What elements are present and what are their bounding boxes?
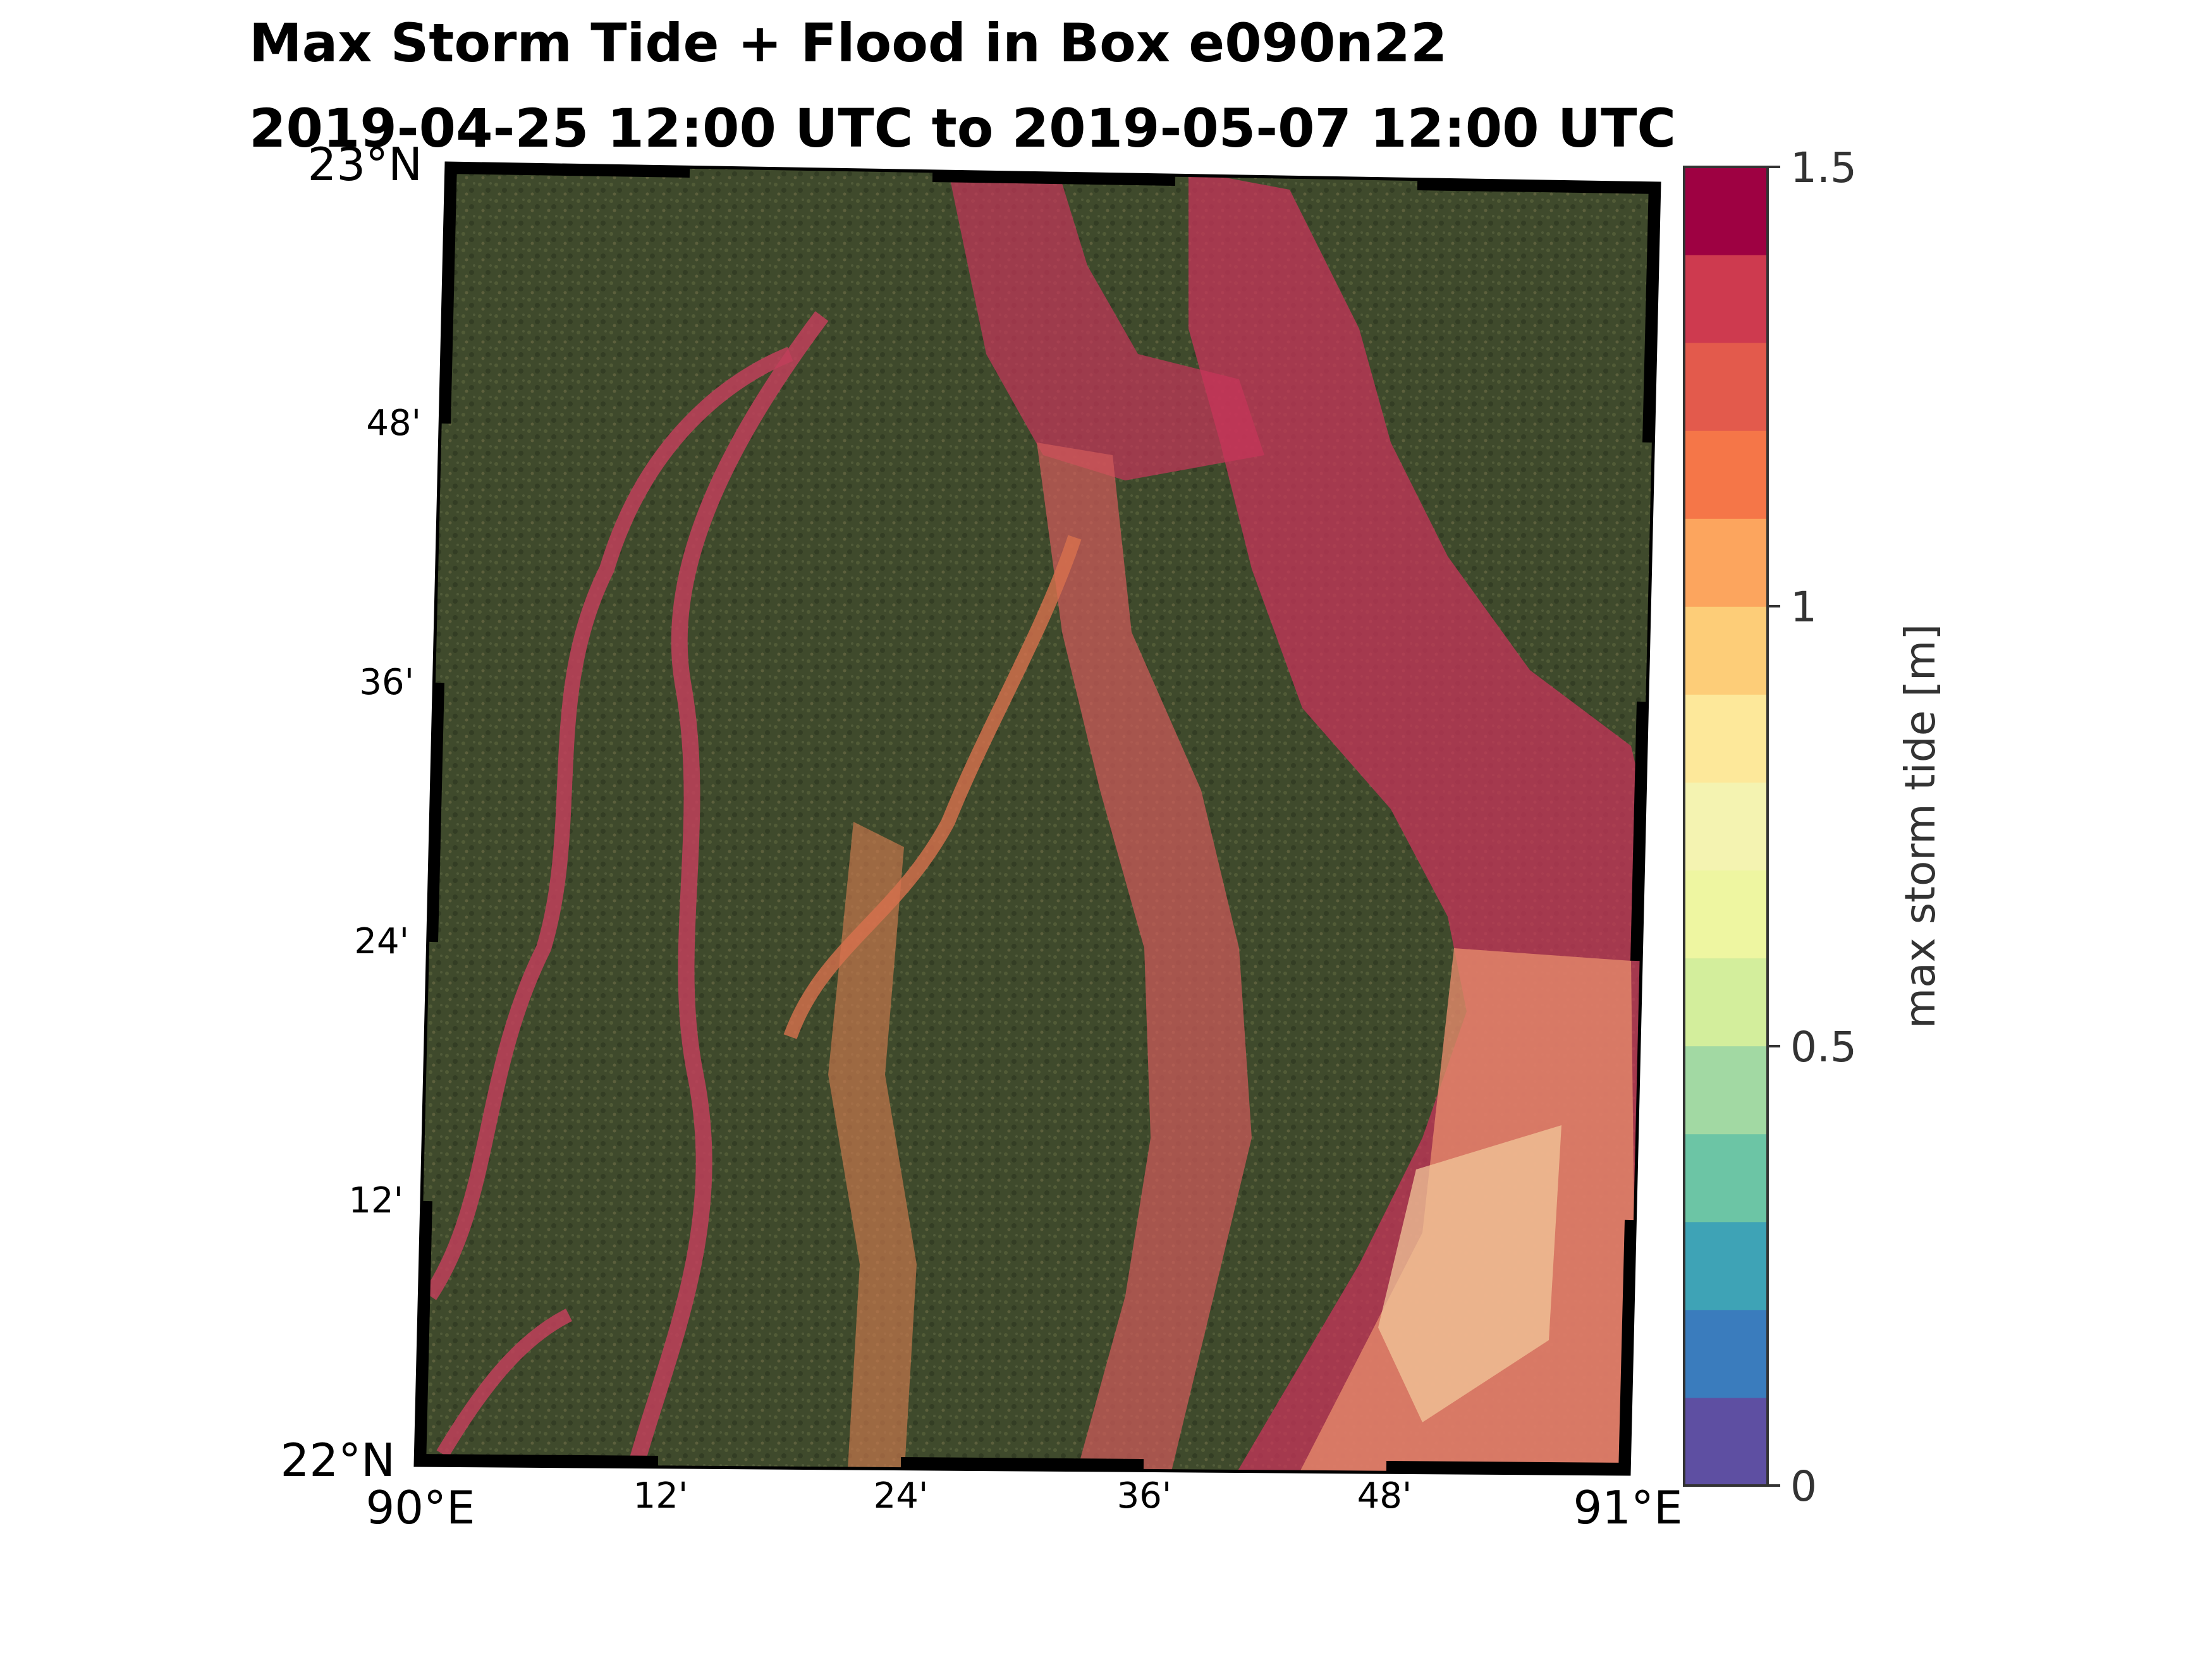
map-border-top (446, 162, 1660, 194)
colorbar-band (1684, 958, 1768, 1047)
flood-overlay (424, 171, 1656, 1474)
map-border-bottom (415, 1454, 1630, 1474)
lat-tick-label: 24' (354, 921, 409, 962)
map-border-right (1618, 183, 1660, 1475)
flood-north-branch (948, 171, 1264, 480)
colorbar-band (1684, 694, 1768, 783)
colorbar-band (1684, 518, 1768, 607)
title-line-1: Max Storm Tide + Flood in Box e090n22 (249, 12, 1447, 74)
flood-thin-river-4 (436, 1309, 572, 1458)
colorbar-band (1684, 606, 1768, 695)
lon-axis: 90°E 12' 24' 36' 48' 91°E (365, 1475, 1682, 1534)
colorbar-band (1684, 343, 1768, 431)
lat-axis: 23°N 48' 36' 24' 12' 22°N (281, 138, 422, 1487)
colorbar-band (1684, 782, 1768, 871)
colorbar-band (1684, 430, 1768, 519)
colorbar-tick-label: 1 (1790, 583, 1817, 632)
lat-tick-label: 22°N (281, 1434, 395, 1487)
colorbar (1684, 167, 1768, 1486)
lon-tick-label: 36' (1117, 1475, 1172, 1517)
lon-tick-label: 91°E (1573, 1481, 1682, 1534)
title-line-2: 2019-04-25 12:00 UTC to 2019-05-07 12:00… (249, 97, 1676, 159)
colorbar-tick-label: 0 (1790, 1462, 1817, 1511)
map-area (413, 161, 1661, 1476)
flood-meghna-sandbar (1378, 1125, 1561, 1422)
colorbar-tick-label: 1.5 (1790, 143, 1857, 192)
colorbar-tick-labels: 1.5 1 0.5 0 (1790, 143, 1857, 1511)
lat-tick-label: 48' (366, 403, 421, 444)
colorbar-frame (1683, 166, 1769, 1487)
map-border-left (415, 162, 457, 1466)
lon-tick-label: 90°E (365, 1481, 475, 1534)
lat-tick-label: 12' (348, 1180, 403, 1221)
colorbar-tick-label: 0.5 (1790, 1023, 1857, 1071)
colorbar-ticks (1768, 166, 1780, 1487)
colorbar-band (1684, 1397, 1768, 1486)
colorbar-band (1684, 1309, 1768, 1398)
colorbar-label: max storm tide [m] (1896, 624, 1945, 1028)
flood-west-channel (828, 822, 917, 1474)
colorbar-band (1684, 870, 1768, 959)
colorbar-band (1684, 1133, 1768, 1223)
lon-tick-label: 12' (633, 1475, 688, 1517)
flood-thin-river-3 (783, 535, 1082, 1039)
colorbar-band (1684, 1221, 1768, 1310)
flood-thin-river-2 (424, 346, 793, 1300)
colorbar-band (1684, 255, 1768, 343)
lat-tick-label: 36' (359, 662, 414, 703)
colorbar-band (1684, 167, 1768, 255)
lon-tick-label: 24' (874, 1475, 929, 1517)
flood-central-river (1037, 442, 1252, 1474)
colorbar-band (1684, 1046, 1768, 1135)
flood-thin-river-1 (624, 311, 829, 1474)
lat-tick-label: 23°N (308, 138, 422, 191)
lon-tick-label: 48' (1357, 1475, 1412, 1517)
